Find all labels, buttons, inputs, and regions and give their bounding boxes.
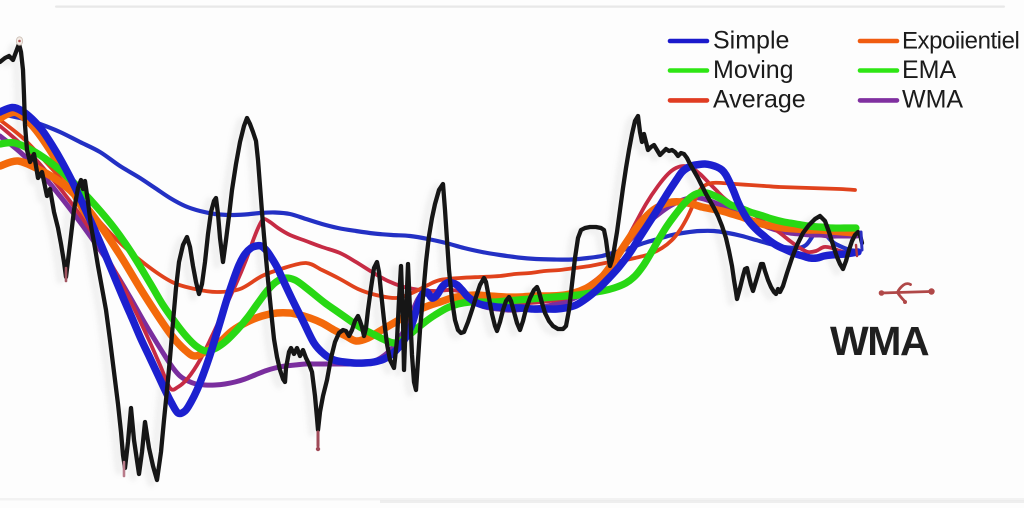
svg-text:Moving: Moving xyxy=(713,56,794,84)
svg-text:Expoiientiel: Expoiientiel xyxy=(902,28,1019,55)
svg-text:WMA: WMA xyxy=(830,318,929,364)
svg-text:EMA: EMA xyxy=(902,56,957,84)
svg-text:Simple: Simple xyxy=(713,27,789,55)
svg-text:WMA: WMA xyxy=(902,86,963,114)
svg-text:Average: Average xyxy=(713,86,806,114)
